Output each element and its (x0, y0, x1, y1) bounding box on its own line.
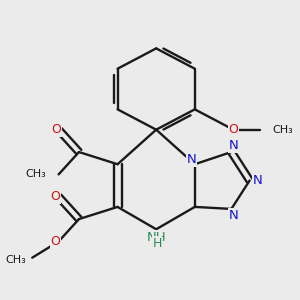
Text: O: O (229, 123, 238, 136)
Text: CH₃: CH₃ (272, 125, 293, 135)
Text: N: N (253, 174, 263, 187)
Text: O: O (50, 190, 60, 203)
Text: O: O (50, 235, 60, 248)
Text: H: H (152, 237, 162, 250)
Text: N: N (229, 140, 238, 152)
Text: N: N (229, 208, 238, 221)
Text: CH₃: CH₃ (5, 255, 26, 265)
Text: CH₃: CH₃ (26, 169, 46, 179)
Text: O: O (52, 123, 61, 136)
Text: N: N (187, 153, 196, 166)
Text: NH: NH (147, 231, 167, 244)
